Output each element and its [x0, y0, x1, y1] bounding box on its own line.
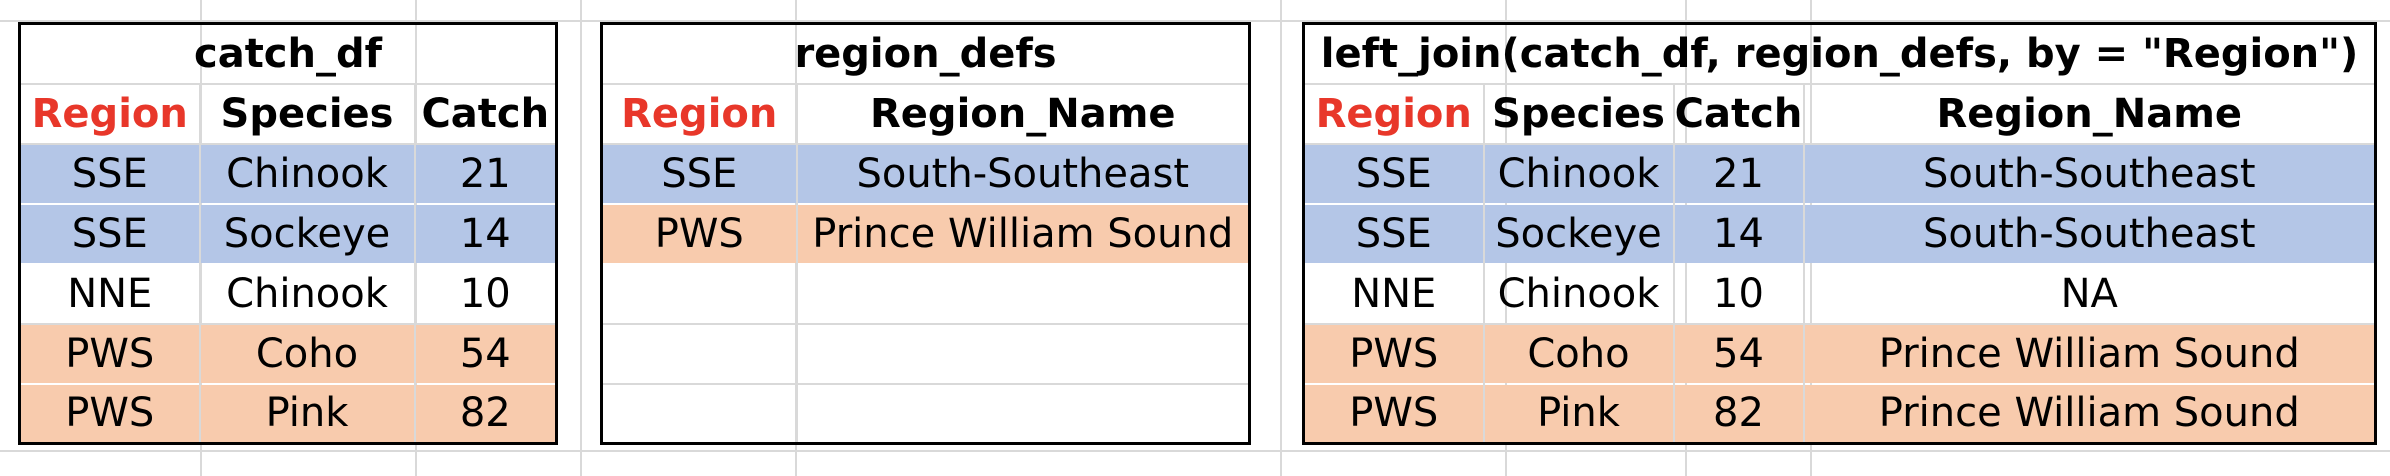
table-title: region_defs — [601, 23, 1250, 85]
cell-region: PWS — [19, 323, 201, 384]
table-row: SSE South-Southeast — [601, 143, 1250, 204]
cell-catch: 82 — [414, 383, 557, 444]
column-header-species: Species — [199, 83, 416, 145]
cell-species: Sockeye — [199, 203, 416, 264]
cell-region: PWS — [601, 203, 798, 264]
table-row: PWS Coho 54 Prince William Sound — [1303, 323, 2376, 384]
column-header-region: Region — [1303, 83, 1485, 145]
cell-catch: 14 — [1673, 203, 1805, 264]
table-row: PWS Pink 82 — [19, 383, 557, 444]
table-row: SSE Chinook 21 — [19, 143, 557, 204]
cell-species: Sockeye — [1483, 203, 1675, 264]
table-row — [601, 323, 1250, 385]
cell-catch: 21 — [1673, 143, 1805, 204]
column-header-region-name: Region_Name — [1803, 83, 2376, 145]
cell-region: SSE — [601, 143, 798, 204]
table-row — [601, 263, 1250, 325]
cell-species: Pink — [1483, 383, 1675, 444]
column-header-region: Region — [601, 83, 798, 145]
cell-region: SSE — [1303, 203, 1485, 264]
cell-region-name: South-Southeast — [796, 143, 1250, 204]
column-header-region-name: Region_Name — [796, 83, 1250, 145]
cell-species: Pink — [199, 383, 416, 444]
cell-region-name: Prince William Sound — [796, 203, 1250, 264]
cell-region: SSE — [1303, 143, 1485, 204]
cell-region — [601, 383, 798, 444]
cell-catch: 82 — [1673, 383, 1805, 444]
table-title: catch_df — [19, 23, 557, 85]
table-title: left_join(catch_df, region_defs, by = "R… — [1303, 23, 2376, 85]
cell-species: Chinook — [1483, 143, 1675, 204]
cell-region-name — [796, 323, 1250, 385]
table-row — [601, 383, 1250, 444]
column-header-species: Species — [1483, 83, 1675, 145]
cell-region-name — [797, 384, 1250, 444]
catch-df-table: catch_df Region Species Catch SSE Chinoo… — [18, 22, 559, 445]
cell-species: Coho — [1483, 323, 1675, 384]
left-join-result-table: left_join(catch_df, region_defs, by = "R… — [1302, 22, 2378, 445]
column-header-catch: Catch — [414, 83, 557, 145]
table-row: NNE Chinook 10 — [19, 263, 557, 325]
column-header-region: Region — [19, 83, 201, 145]
cell-region — [601, 263, 798, 325]
cell-region — [601, 323, 798, 385]
cell-catch: 21 — [414, 143, 557, 204]
grid-line — [0, 20, 2390, 22]
cell-catch: 54 — [414, 323, 557, 384]
cell-region: PWS — [1303, 323, 1485, 384]
table-row: SSE Chinook 21 South-Southeast — [1303, 143, 2376, 204]
cell-region-name: South-Southeast — [1803, 143, 2376, 204]
cell-species: Chinook — [199, 263, 416, 325]
cell-species: Coho — [199, 323, 416, 384]
table-row: SSE Sockeye 14 South-Southeast — [1303, 203, 2376, 264]
table-row: PWS Coho 54 — [19, 323, 557, 384]
cell-species: Chinook — [199, 143, 416, 204]
cell-region-name: Prince William Sound — [1803, 383, 2376, 444]
cell-region-name: Prince William Sound — [1803, 323, 2376, 384]
cell-region: NNE — [19, 263, 201, 325]
cell-region: SSE — [19, 203, 201, 264]
cell-species: Chinook — [1483, 263, 1675, 325]
cell-region: NNE — [1303, 263, 1485, 325]
table-row: PWS Prince William Sound — [601, 203, 1250, 264]
cell-region-name: NA — [1803, 263, 2376, 325]
cell-region: SSE — [19, 143, 201, 204]
grid-line — [0, 450, 2390, 452]
column-header-catch: Catch — [1673, 83, 1805, 145]
table-row: SSE Sockeye 14 — [19, 203, 557, 264]
cell-catch: 10 — [1673, 263, 1805, 325]
cell-region-name: South-Southeast — [1803, 203, 2376, 264]
cell-region-name — [796, 263, 1250, 325]
cell-catch: 54 — [1673, 323, 1805, 384]
cell-region: PWS — [19, 383, 201, 444]
cell-catch: 10 — [414, 263, 557, 325]
region-defs-table: region_defs Region Region_Name SSE South… — [600, 22, 1252, 445]
cell-catch: 14 — [414, 203, 557, 264]
grid-line — [580, 0, 582, 476]
table-row: NNE Chinook 10 NA — [1303, 263, 2376, 325]
grid-line — [1280, 0, 1282, 476]
table-row: PWS Pink 82 Prince William Sound — [1303, 383, 2376, 444]
cell-region: PWS — [1303, 383, 1485, 444]
